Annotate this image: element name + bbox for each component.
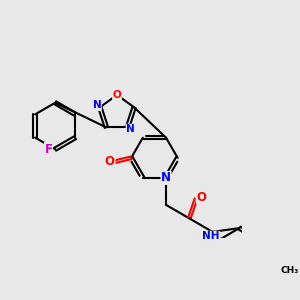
- Text: F: F: [44, 143, 52, 156]
- Text: N: N: [161, 171, 171, 184]
- Text: O: O: [196, 190, 207, 203]
- Text: CH₃: CH₃: [280, 266, 298, 274]
- Text: N: N: [126, 124, 135, 134]
- Text: NH: NH: [202, 231, 219, 241]
- Text: O: O: [105, 155, 115, 168]
- Text: O: O: [112, 90, 122, 100]
- Text: N: N: [92, 100, 101, 110]
